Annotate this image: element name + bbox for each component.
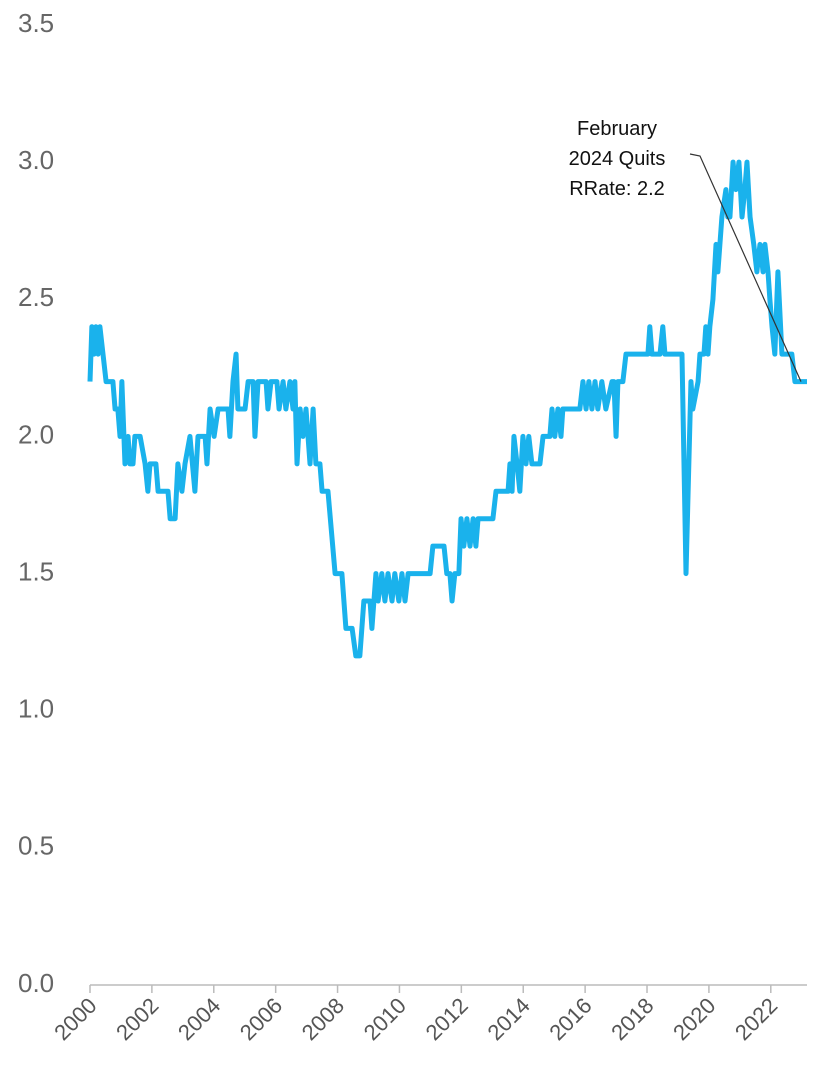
x-tick-label: 2020 (668, 993, 720, 1045)
x-tick-label: 2022 (730, 993, 782, 1045)
y-tick-label: 0.0 (18, 968, 54, 998)
x-tick-label: 2012 (421, 993, 473, 1045)
x-tick-label: 2014 (482, 993, 534, 1045)
x-tick-label: 2016 (544, 993, 596, 1045)
y-tick-label: 2.0 (18, 419, 54, 449)
y-tick-label: 3.5 (18, 8, 54, 38)
x-tick-label: 2008 (297, 993, 349, 1045)
y-tick-label: 1.0 (18, 694, 54, 724)
x-tick-label: 2002 (111, 993, 163, 1045)
x-tick-label: 2000 (49, 993, 101, 1045)
annotation-text: 2024 Quits (569, 148, 666, 170)
data-line (87, 159, 807, 659)
annotation-leader (689, 153, 802, 382)
x-tick-label: 2006 (235, 993, 287, 1045)
annotation-text: February (577, 118, 657, 140)
y-tick-label: 2.5 (18, 282, 54, 312)
y-tick-label: 0.5 (18, 831, 54, 861)
x-tick-label: 2004 (173, 993, 225, 1045)
y-tick-label: 3.0 (18, 145, 54, 175)
y-tick-label: 1.5 (18, 556, 54, 586)
x-tick-label: 2010 (359, 993, 411, 1045)
annotation-text: RRate: 2.2 (569, 178, 665, 200)
x-tick-label: 2018 (606, 993, 658, 1045)
